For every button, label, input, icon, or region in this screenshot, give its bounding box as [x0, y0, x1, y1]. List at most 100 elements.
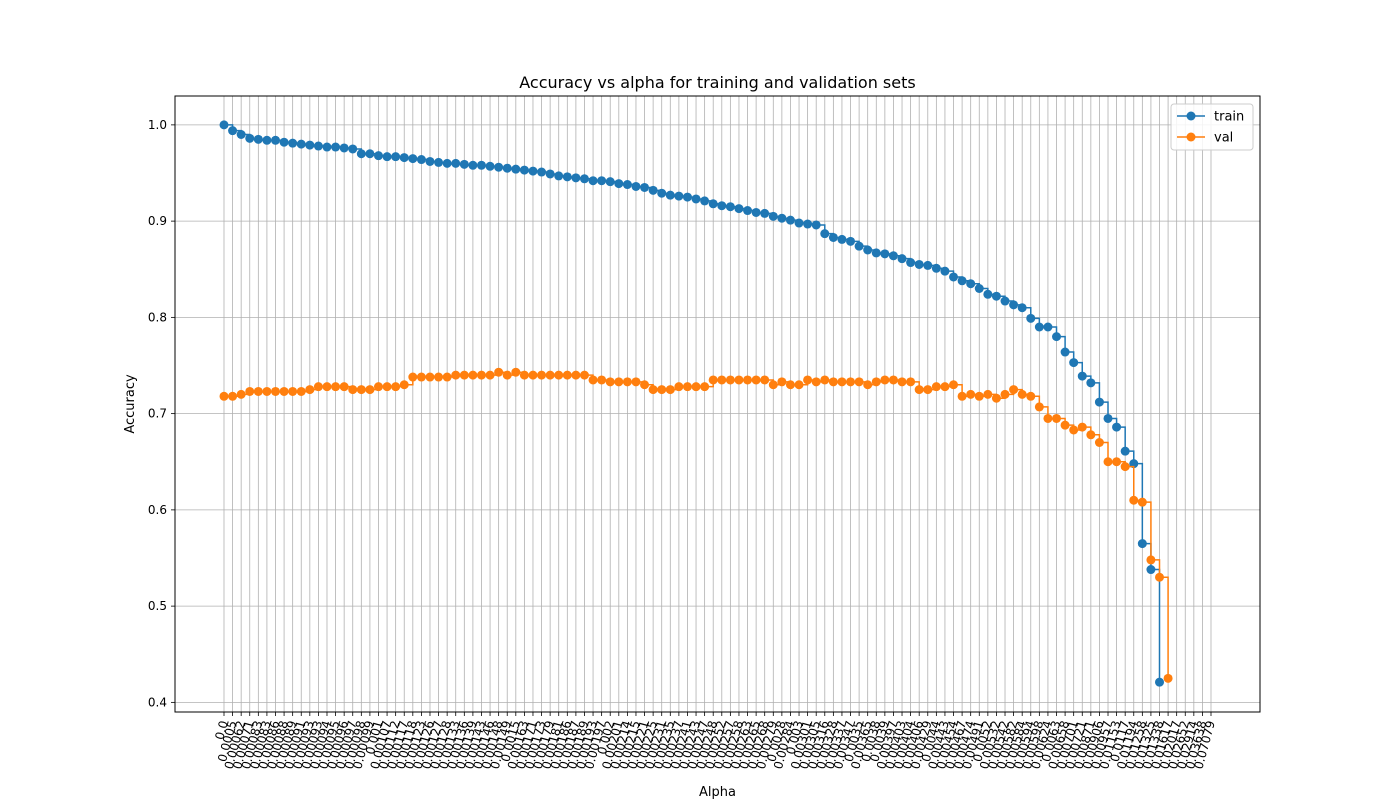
- grid-layer: [175, 96, 1260, 712]
- data-point-train: [1034, 322, 1044, 332]
- data-point-val: [408, 372, 418, 382]
- y-tick-label: 0.9: [148, 214, 167, 228]
- data-point-train: [537, 167, 547, 177]
- data-point-val: [562, 370, 572, 380]
- data-point-val: [288, 386, 298, 396]
- data-point-val: [931, 382, 941, 392]
- data-point-train: [451, 158, 461, 168]
- data-point-train: [717, 201, 727, 211]
- data-point-train: [425, 156, 435, 166]
- data-point-val: [519, 370, 529, 380]
- data-point-val: [1103, 457, 1113, 467]
- data-point-train: [476, 160, 486, 170]
- data-point-train: [442, 158, 452, 168]
- data-point-val: [485, 370, 495, 380]
- data-point-train: [1060, 347, 1070, 357]
- data-point-train: [416, 155, 426, 165]
- data-point-val: [305, 385, 315, 395]
- data-point-val: [382, 382, 392, 392]
- x-axis-title: Alpha: [699, 785, 736, 800]
- data-point-val: [571, 370, 581, 380]
- data-point-train: [1120, 446, 1130, 456]
- data-point-val: [1155, 572, 1165, 582]
- data-point-val: [751, 375, 761, 385]
- data-point-val: [494, 367, 504, 377]
- data-point-train: [785, 215, 795, 225]
- data-point-val: [228, 391, 238, 401]
- data-point-train: [579, 174, 589, 184]
- data-point-train: [408, 154, 418, 164]
- data-point-train: [974, 284, 984, 293]
- data-point-train: [811, 220, 821, 230]
- series-layer: [219, 120, 1173, 687]
- data-point-train: [1043, 322, 1053, 332]
- data-point-train: [622, 180, 632, 190]
- data-point-val: [949, 380, 959, 390]
- data-point-val: [1077, 422, 1087, 432]
- data-point-val: [339, 382, 349, 392]
- legend-swatch-marker: [1186, 111, 1196, 121]
- data-point-train: [708, 199, 718, 209]
- data-point-train: [494, 162, 504, 172]
- data-point-train: [219, 120, 229, 130]
- legend: train val: [1170, 103, 1254, 151]
- data-point-train: [554, 171, 564, 181]
- data-point-train: [665, 190, 675, 200]
- data-point-train: [1077, 371, 1087, 381]
- series-val: [219, 367, 1173, 683]
- data-point-val: [725, 375, 735, 385]
- data-point-train: [914, 259, 924, 269]
- data-point-train: [991, 291, 1001, 301]
- data-point-val: [743, 375, 753, 385]
- data-point-train: [245, 133, 255, 143]
- data-point-train: [519, 165, 529, 175]
- data-point-val: [1060, 420, 1070, 430]
- data-point-train: [485, 161, 495, 171]
- data-point-train: [545, 169, 555, 179]
- data-point-train: [365, 149, 375, 159]
- data-point-train: [236, 130, 246, 139]
- data-point-val: [622, 377, 632, 387]
- data-point-val: [468, 370, 478, 380]
- data-point-val: [373, 382, 383, 392]
- data-point-train: [502, 163, 512, 173]
- data-point-val: [871, 377, 881, 387]
- data-point-train: [588, 176, 598, 186]
- data-point-train: [734, 204, 744, 214]
- data-point-train: [846, 236, 856, 246]
- data-point-val: [760, 375, 770, 385]
- data-point-val: [888, 375, 898, 385]
- data-point-val: [253, 386, 263, 396]
- data-point-val: [966, 389, 976, 399]
- data-point-train: [511, 164, 521, 174]
- data-point-val: [631, 377, 641, 387]
- data-point-train: [228, 126, 238, 136]
- y-tick-label: 0.5: [148, 599, 167, 613]
- data-point-train: [1069, 358, 1079, 368]
- data-point-train: [760, 208, 770, 218]
- data-point-train: [1094, 397, 1104, 407]
- series-line-train: [224, 124, 1161, 683]
- data-point-train: [923, 260, 933, 270]
- data-point-train: [863, 245, 873, 255]
- data-point-train: [871, 248, 881, 258]
- data-point-train: [743, 206, 753, 216]
- data-point-train: [906, 258, 916, 268]
- data-point-train: [897, 254, 907, 264]
- y-tick-label: 1.0: [148, 118, 167, 132]
- data-point-val: [279, 386, 289, 396]
- data-point-train: [966, 279, 976, 289]
- data-point-val: [391, 382, 401, 392]
- data-point-val: [1146, 555, 1156, 565]
- data-point-train: [391, 152, 401, 162]
- data-point-train: [674, 191, 684, 201]
- data-point-val: [974, 391, 984, 401]
- y-tick-label: 0.6: [148, 503, 167, 517]
- data-point-val: [1069, 425, 1079, 435]
- data-point-val: [682, 382, 692, 392]
- data-point-val: [1052, 413, 1062, 423]
- data-point-val: [665, 385, 675, 395]
- data-point-train: [1086, 378, 1096, 388]
- data-point-val: [579, 370, 589, 380]
